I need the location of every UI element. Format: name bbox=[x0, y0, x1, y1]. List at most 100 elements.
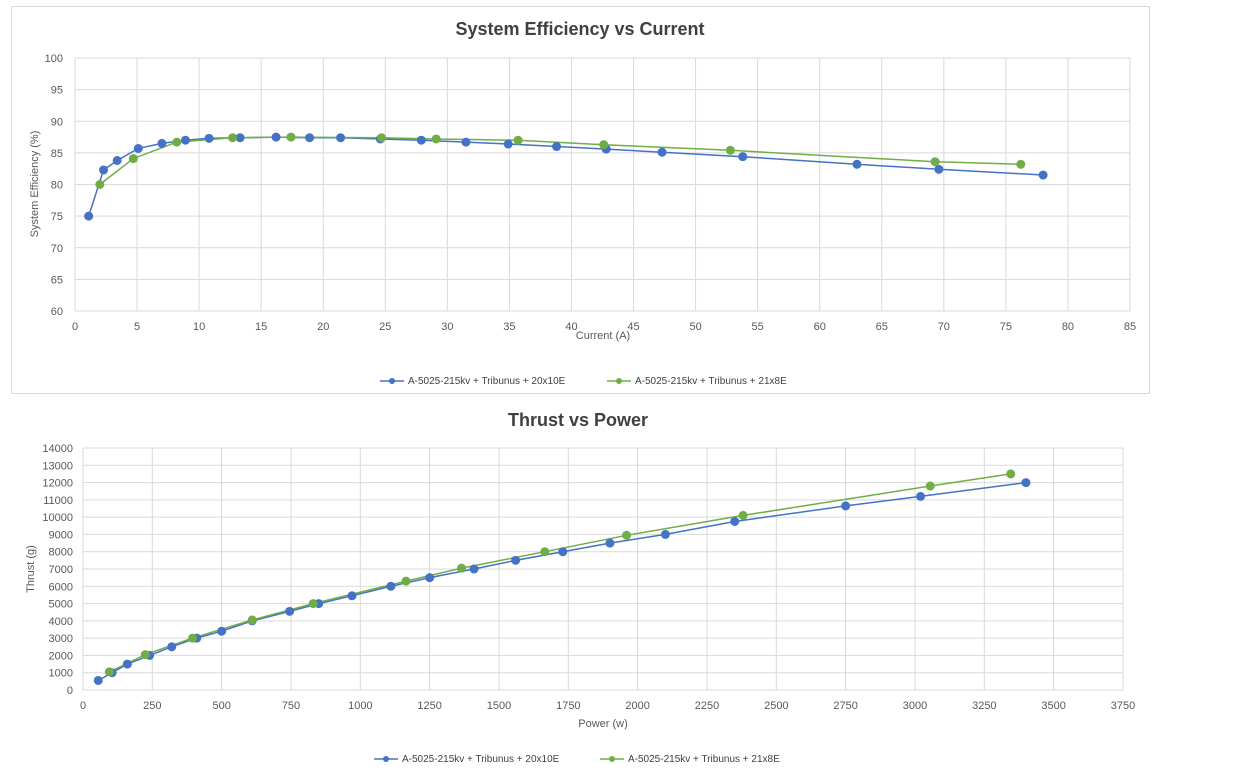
thrust-y-tick-label: 8000 bbox=[49, 547, 73, 559]
thrust-x-tick-label: 250 bbox=[143, 700, 161, 712]
thrust-y-tick-label: 4000 bbox=[49, 616, 73, 628]
thrust-series-1-point bbox=[738, 510, 748, 520]
thrust-series-0-point bbox=[558, 547, 568, 557]
efficiency-series-0-point bbox=[336, 133, 346, 143]
thrust-x-tick-label: 1250 bbox=[417, 700, 441, 712]
efficiency-series-0-point bbox=[180, 135, 190, 145]
thrust-x-tick-label: 3000 bbox=[903, 700, 927, 712]
efficiency-series-0-point bbox=[157, 138, 167, 148]
thrust-series-1-point bbox=[457, 563, 467, 573]
efficiency-series-0-point bbox=[99, 165, 109, 175]
thrust-y-tick-label: 6000 bbox=[49, 581, 73, 593]
efficiency-chart-title: System Efficiency vs Current bbox=[455, 19, 704, 39]
efficiency-series-0-point bbox=[416, 135, 426, 145]
efficiency-series-line-0 bbox=[87, 136, 1044, 217]
efficiency-x-tick-label: 35 bbox=[503, 321, 515, 333]
efficiency-x-tick-label: 50 bbox=[689, 321, 701, 333]
efficiency-series-0-point bbox=[657, 147, 667, 157]
efficiency-series-1-point bbox=[128, 154, 138, 164]
thrust-x-tick-label: 2500 bbox=[764, 700, 788, 712]
thrust-x-tick-label: 2750 bbox=[833, 700, 857, 712]
efficiency-x-tick-label: 20 bbox=[317, 321, 329, 333]
thrust-y-tick-label: 2000 bbox=[49, 650, 73, 662]
efficiency-series-1-point bbox=[95, 180, 105, 189]
thrust-x-tick-label: 500 bbox=[212, 700, 230, 712]
thrust-series-1-point bbox=[540, 547, 550, 557]
efficiency-chart-border bbox=[11, 6, 1150, 394]
efficiency-plot-area: 60 65 70 75 80 85 90 95 100 0 5 10 15 20 25 30 35 40 45 50 5… bbox=[45, 53, 1136, 333]
thrust-y-tick-label: 14000 bbox=[42, 443, 73, 455]
thrust-x-tick-label: 3250 bbox=[972, 700, 996, 712]
thrust-series-0-point bbox=[347, 591, 357, 601]
thrust-series-1-point bbox=[140, 650, 150, 660]
thrust-y-tick-label: 11000 bbox=[43, 495, 73, 507]
efficiency-series-0-point bbox=[235, 133, 245, 143]
efficiency-series-0-point bbox=[84, 211, 94, 221]
thrust-y-tick-label: 9000 bbox=[49, 529, 73, 541]
thrust-y-tick-label: 5000 bbox=[49, 599, 73, 611]
thrust-y-tick-label: 13000 bbox=[42, 460, 73, 472]
thrust-series-0-point bbox=[916, 491, 926, 501]
legend-marker-20x10e bbox=[389, 378, 395, 384]
thrust-series-line-0 bbox=[97, 481, 1026, 682]
efficiency-series-0-point bbox=[738, 152, 748, 162]
thrust-series-0-point bbox=[93, 675, 103, 685]
efficiency-x-tick-label: 70 bbox=[938, 321, 950, 333]
thrust-y-tick-label: 10000 bbox=[42, 512, 73, 524]
thrust-x-tick-label: 3750 bbox=[1111, 700, 1135, 712]
thrust-x-tick-label: 2250 bbox=[695, 700, 719, 712]
efficiency-y-tick-label: 80 bbox=[51, 180, 63, 192]
thrust-series-1-point bbox=[622, 530, 632, 540]
thrust-series-1-point bbox=[1006, 469, 1016, 479]
thrust-y-tick-label: 12000 bbox=[42, 478, 73, 490]
thrust-series-0-point bbox=[469, 564, 479, 574]
efficiency-x-tick-label: 30 bbox=[441, 321, 453, 333]
efficiency-y-tick-label: 60 bbox=[51, 306, 63, 318]
thrust-series-1-point bbox=[925, 481, 935, 491]
thrust-series-0-point bbox=[217, 626, 227, 636]
efficiency-y-tick-label: 100 bbox=[45, 53, 63, 65]
efficiency-x-tick-label: 25 bbox=[379, 321, 391, 333]
efficiency-series-1-point bbox=[599, 140, 609, 150]
thrust-legend: A-5025-215kv + Tribunus + 20x10E A-5025-… bbox=[374, 754, 780, 765]
efficiency-x-tick-label: 65 bbox=[876, 321, 888, 333]
legend-marker-21x8e bbox=[616, 378, 622, 384]
thrust-x-tick-label: 2000 bbox=[625, 700, 649, 712]
efficiency-series-1-point bbox=[725, 145, 735, 155]
thrust-x-tick-label: 1500 bbox=[487, 700, 511, 712]
thrust-series-0-point bbox=[167, 642, 177, 652]
efficiency-x-tick-label: 10 bbox=[193, 321, 205, 333]
efficiency-x-tick-label: 0 bbox=[72, 321, 78, 333]
efficiency-x-tick-label: 15 bbox=[255, 321, 267, 333]
thrust-series-0-point bbox=[285, 606, 295, 616]
efficiency-series-0-point bbox=[461, 137, 471, 147]
efficiency-series-0-point bbox=[1038, 170, 1048, 180]
thrust-y-tick-label: 1000 bbox=[49, 668, 73, 680]
thrust-series-0-point bbox=[511, 555, 521, 565]
efficiency-x-tick-label: 85 bbox=[1124, 321, 1136, 333]
efficiency-series-1-point bbox=[377, 133, 387, 143]
efficiency-legend: A-5025-215kv + Tribunus + 20x10E A-5025-… bbox=[380, 376, 787, 387]
efficiency-series-1-point bbox=[930, 157, 940, 167]
efficiency-series-0-point bbox=[552, 142, 562, 152]
efficiency-x-tick-label: 5 bbox=[134, 321, 140, 333]
efficiency-series-0-point bbox=[852, 159, 862, 169]
legend-marker-20x10e bbox=[383, 756, 389, 762]
efficiency-series-1-point bbox=[228, 133, 238, 143]
thrust-x-tick-label: 0 bbox=[80, 700, 86, 712]
efficiency-x-tick-label: 40 bbox=[565, 321, 577, 333]
efficiency-series-0-point bbox=[934, 164, 944, 174]
efficiency-x-tick-label: 60 bbox=[814, 321, 826, 333]
thrust-x-tick-label: 1000 bbox=[348, 700, 372, 712]
efficiency-y-tick-label: 95 bbox=[51, 85, 63, 97]
efficiency-series-1-point bbox=[1016, 159, 1026, 169]
thrust-plot-area: 0100020003000400050006000700080009000100… bbox=[42, 443, 1135, 712]
efficiency-series-1-point bbox=[286, 132, 296, 142]
efficiency-y-axis-label: System Efficiency (%) bbox=[29, 131, 41, 238]
efficiency-series-0-point bbox=[112, 155, 122, 165]
efficiency-y-tick-label: 65 bbox=[51, 274, 63, 286]
efficiency-x-tick-label: 75 bbox=[1000, 321, 1012, 333]
thrust-x-tick-label: 1750 bbox=[556, 700, 580, 712]
efficiency-series-0-point bbox=[133, 143, 143, 153]
thrust-chart-title: Thrust vs Power bbox=[508, 410, 648, 430]
